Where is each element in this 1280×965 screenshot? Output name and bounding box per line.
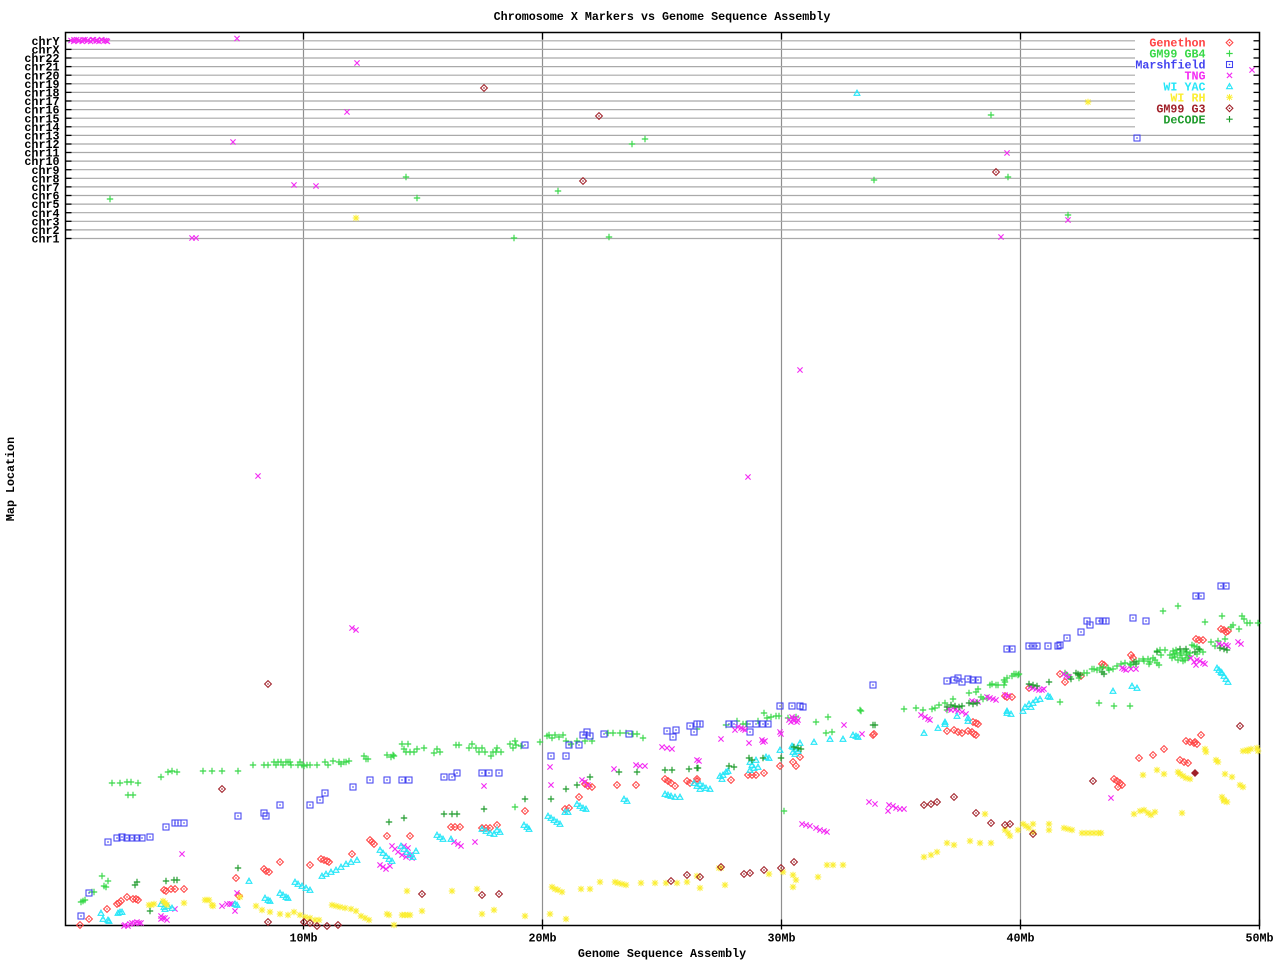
svg-text:chr18: chr18 — [24, 87, 59, 101]
svg-text:30Mb: 30Mb — [767, 932, 795, 946]
svg-text:chr21: chr21 — [24, 61, 59, 75]
svg-text:chr8: chr8 — [31, 172, 59, 186]
svg-text:chr19: chr19 — [24, 78, 59, 92]
svg-text:chr20: chr20 — [24, 69, 59, 83]
svg-text:chrX: chrX — [31, 44, 60, 58]
svg-text:50Mb: 50Mb — [1245, 932, 1273, 946]
svg-text:chr22: chr22 — [24, 52, 59, 66]
svg-text:chr12: chr12 — [24, 138, 59, 152]
svg-text:40Mb: 40Mb — [1006, 932, 1034, 946]
svg-text:GM99 GB4: GM99 GB4 — [1149, 48, 1205, 62]
svg-text:chr1: chr1 — [31, 233, 59, 247]
svg-text:chr13: chr13 — [24, 130, 59, 144]
svg-text:Map Location: Map Location — [4, 437, 18, 521]
svg-text:Chromosome X Markers vs Genome: Chromosome X Markers vs Genome Sequence … — [494, 10, 831, 24]
svg-text:GM99 G3: GM99 G3 — [1156, 102, 1205, 116]
svg-text:Genethon: Genethon — [1149, 37, 1205, 51]
svg-text:chr16: chr16 — [24, 104, 59, 118]
svg-text:chr11: chr11 — [24, 147, 59, 161]
svg-text:chr17: chr17 — [24, 95, 59, 109]
svg-text:chr15: chr15 — [24, 112, 59, 126]
svg-text:10Mb: 10Mb — [289, 932, 317, 946]
svg-text:WI YAC: WI YAC — [1163, 81, 1205, 95]
svg-text:chr5: chr5 — [31, 198, 59, 212]
svg-text:chr7: chr7 — [31, 181, 59, 195]
svg-text:DeCODE: DeCODE — [1163, 113, 1205, 127]
svg-text:chr6: chr6 — [31, 190, 59, 204]
svg-text:chrY: chrY — [31, 35, 59, 49]
svg-text:chr14: chr14 — [24, 121, 59, 135]
svg-text:chr4: chr4 — [31, 207, 59, 221]
svg-text:chr2: chr2 — [31, 224, 59, 238]
svg-text:Marshfield: Marshfield — [1135, 59, 1205, 73]
svg-text:chr9: chr9 — [31, 164, 59, 178]
svg-text:TNG: TNG — [1184, 70, 1205, 84]
svg-text:chr10: chr10 — [24, 155, 59, 169]
svg-text:chr3: chr3 — [31, 215, 59, 229]
svg-text:Genome Sequence Assembly: Genome Sequence Assembly — [578, 947, 746, 960]
svg-text:WI RH: WI RH — [1170, 91, 1205, 105]
svg-text:20Mb: 20Mb — [528, 932, 556, 946]
